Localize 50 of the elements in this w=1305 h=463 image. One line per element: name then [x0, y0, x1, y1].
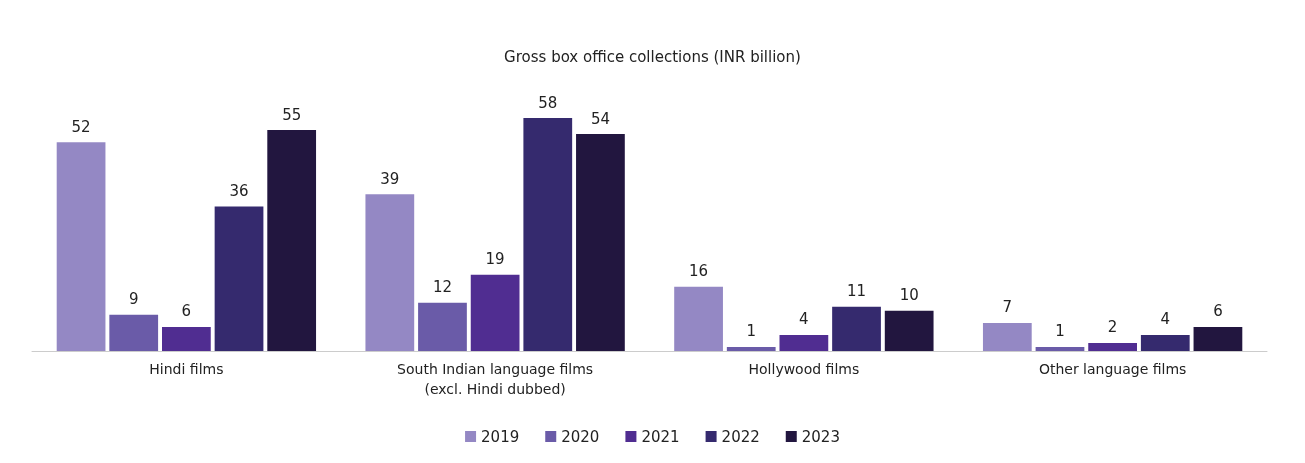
data-label: 6 — [1213, 302, 1223, 321]
x-tick-label: South Indian language films (excl. Hindi dubbed) — [397, 361, 594, 397]
x-tick-label: Hindi films — [149, 361, 224, 377]
data-label: 12 — [432, 278, 453, 297]
data-label: 55 — [282, 105, 302, 124]
bar — [674, 286, 723, 351]
data-label: 1 — [1055, 322, 1065, 341]
bar — [56, 142, 106, 351]
data-label: 9 — [128, 290, 139, 309]
bar — [1193, 326, 1243, 351]
bar — [884, 310, 934, 351]
x-tick-label: Hollywood films — [748, 361, 860, 377]
bar — [523, 118, 573, 351]
data-label: 1 — [746, 322, 756, 341]
legend-label: 2022 — [721, 427, 760, 446]
data-label: 16 — [689, 262, 709, 281]
legend-label: 2020 — [561, 427, 600, 446]
legend-label: 2023 — [801, 427, 840, 446]
data-label: 36 — [229, 181, 249, 200]
data-label: 19 — [485, 250, 505, 269]
data-label: 6 — [181, 302, 192, 321]
data-label: 58 — [538, 93, 558, 112]
legend-label: 2019 — [481, 427, 520, 446]
chart-title: Gross box office collections (INR billion) — [504, 47, 801, 66]
data-label: 4 — [799, 310, 809, 329]
bar — [214, 206, 264, 351]
x-tick-label: Other language films — [1038, 361, 1187, 377]
bar — [418, 302, 467, 351]
bar — [470, 274, 520, 351]
bar — [109, 314, 159, 351]
bar — [365, 194, 415, 351]
bar — [576, 134, 625, 351]
bar — [779, 334, 829, 351]
data-label: 54 — [590, 109, 610, 128]
data-label: 11 — [846, 282, 867, 301]
bar — [267, 130, 317, 351]
data-label: 10 — [899, 286, 919, 305]
bar — [162, 326, 211, 351]
bar — [982, 322, 1032, 351]
bar — [1088, 342, 1137, 351]
data-label: 39 — [380, 169, 400, 188]
bar — [832, 306, 881, 351]
data-label: 4 — [1160, 310, 1171, 329]
data-label: 2 — [1107, 318, 1118, 337]
legend-label: 2021 — [641, 427, 680, 446]
bar — [1140, 334, 1190, 351]
data-label: 52 — [71, 117, 91, 136]
data-label: 7 — [1002, 298, 1013, 317]
bar — [1035, 346, 1085, 351]
bar — [726, 346, 776, 351]
